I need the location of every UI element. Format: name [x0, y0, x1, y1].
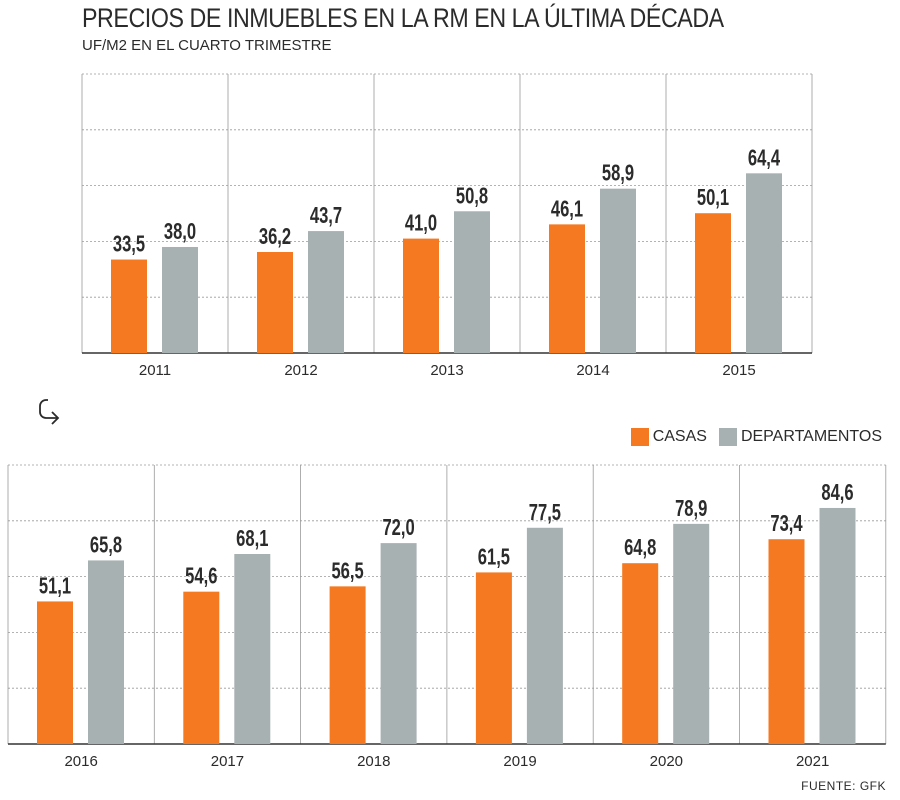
bar-casas-2015 — [695, 213, 731, 353]
x-tick-label-2015: 2015 — [722, 362, 755, 379]
data-label-casas-2015: 50,1 — [697, 186, 729, 211]
x-tick-label-2013: 2013 — [430, 362, 463, 379]
bar-departamentos-2018 — [380, 543, 417, 744]
x-tick-label-2020: 2020 — [650, 753, 683, 770]
data-label-casas-2017: 54,6 — [185, 564, 217, 589]
bar-casas-2014 — [549, 224, 585, 353]
x-tick-label-2017: 2017 — [211, 753, 244, 770]
bar-departamentos-2015 — [746, 173, 782, 353]
x-tick-label-2014: 2014 — [576, 362, 609, 379]
data-label-departamentos-2021: 84,6 — [821, 480, 853, 505]
bar-departamentos-2019 — [526, 527, 563, 744]
data-label-departamentos-2017: 68,1 — [236, 526, 268, 551]
bar-casas-2016 — [37, 601, 73, 744]
bar-departamentos-2011 — [162, 246, 198, 353]
x-tick-label-2011: 2011 — [139, 362, 171, 379]
x-tick-label-2018: 2018 — [357, 753, 390, 770]
legend-swatch-casas — [630, 428, 649, 446]
bar-departamentos-2012 — [308, 231, 344, 353]
bar-departamentos-2013 — [454, 211, 490, 353]
data-label-departamentos-2011: 38,0 — [164, 219, 196, 244]
data-label-departamentos-2013: 50,8 — [456, 184, 488, 209]
chart-1: 33,5 38,0 2011 36,2 43,7 2012 41,0 50,8 2013 46,1… — [81, 73, 813, 379]
data-label-casas-2016: 51,1 — [39, 574, 71, 599]
bar-departamentos-2020 — [673, 523, 710, 744]
data-label-departamentos-2015: 64,4 — [748, 146, 781, 171]
data-label-casas-2011: 33,5 — [113, 232, 145, 257]
bar-departamentos-2017 — [234, 554, 271, 744]
data-label-departamentos-2019: 77,5 — [529, 500, 561, 525]
data-label-casas-2019: 61,5 — [478, 545, 510, 570]
legend-label-departamentos: DEPARTAMENTOS — [740, 428, 882, 445]
data-label-casas-2020: 64,8 — [624, 536, 656, 561]
bar-departamentos-2016 — [88, 560, 124, 744]
data-label-casas-2014: 46,1 — [551, 197, 583, 222]
chart-2: 51,1 65,8 2016 54,6 68,1 2017 56,5 72,0 2018 61,5… — [7, 464, 887, 770]
data-label-departamentos-2014: 58,9 — [602, 161, 634, 186]
bar-casas-2018 — [329, 586, 366, 744]
data-label-departamentos-2012: 43,7 — [310, 204, 342, 229]
data-label-casas-2012: 36,2 — [259, 224, 291, 249]
source-note: FUENTE: GFK — [801, 779, 886, 793]
bar-casas-2012 — [257, 252, 293, 353]
bar-casas-2013 — [403, 238, 439, 353]
data-label-casas-2018: 56,5 — [331, 559, 363, 584]
x-tick-label-2021: 2021 — [796, 753, 829, 770]
legend-label-casas: CASAS — [652, 428, 707, 445]
data-label-casas-2013: 41,0 — [405, 211, 437, 236]
data-label-casas-2021: 73,4 — [770, 512, 803, 537]
bar-casas-2020 — [622, 563, 659, 744]
bar-casas-2021 — [768, 539, 805, 744]
legend: CASAS DEPARTAMENTOS — [619, 428, 882, 446]
bar-departamentos-2014 — [600, 188, 636, 353]
bar-departamentos-2021 — [819, 507, 856, 744]
chart-title: PRECIOS DE INMUEBLES EN LA RM EN LA ÚLTI… — [82, 3, 724, 33]
data-label-departamentos-2018: 72,0 — [382, 516, 414, 541]
legend-swatch-departamentos — [718, 428, 737, 446]
data-label-departamentos-2020: 78,9 — [675, 496, 707, 521]
bar-casas-2019 — [475, 572, 512, 744]
turn-arrow-icon — [39, 399, 60, 425]
bar-casas-2017 — [183, 591, 220, 744]
bar-casas-2011 — [111, 259, 147, 353]
x-tick-label-2019: 2019 — [503, 753, 536, 770]
x-tick-label-2016: 2016 — [64, 753, 97, 770]
data-label-departamentos-2016: 65,8 — [90, 533, 122, 558]
chart-subtitle: UF/M2 EN EL CUARTO TRIMESTRE — [82, 37, 332, 54]
x-tick-label-2012: 2012 — [284, 362, 317, 379]
